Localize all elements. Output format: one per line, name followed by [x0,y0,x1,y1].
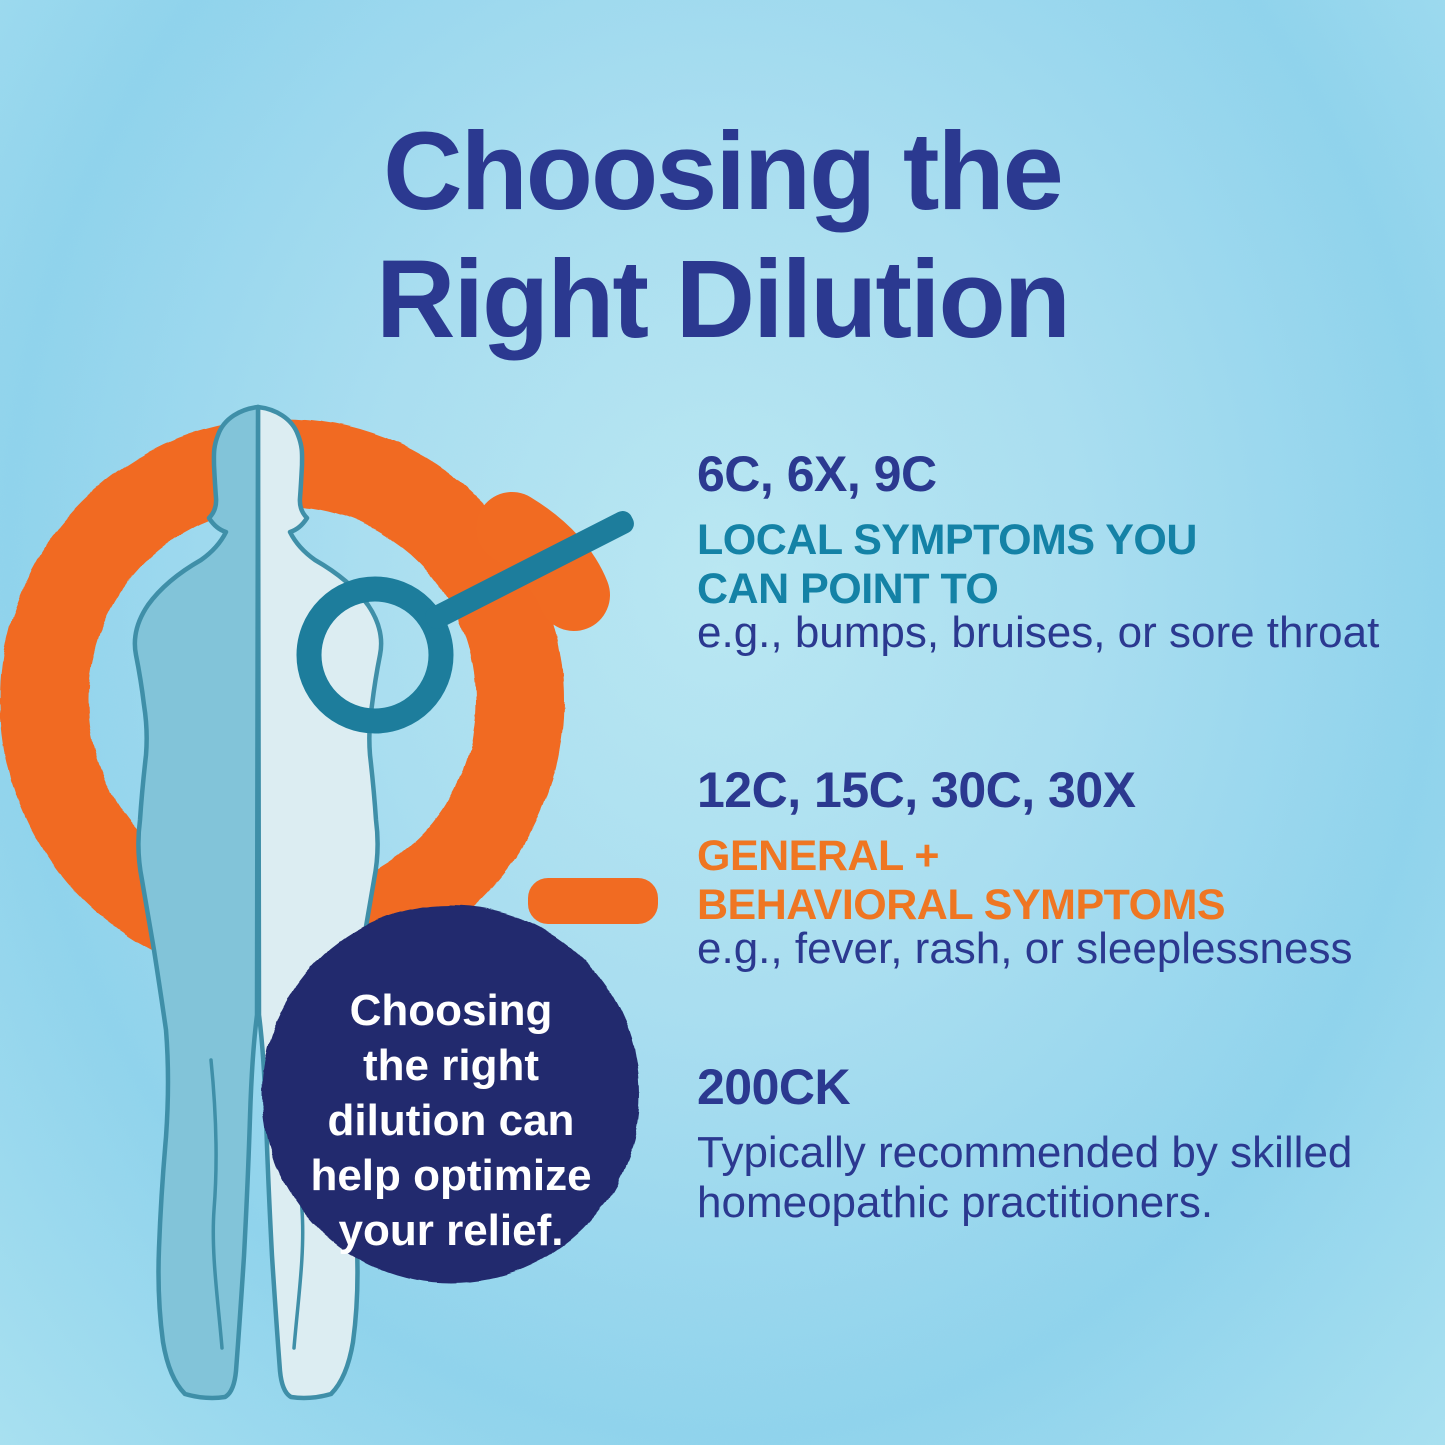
svg-text:your relief.: your relief. [339,1206,564,1255]
svg-text:Choosing: Choosing [350,986,553,1035]
svg-text:dilution can: dilution can [328,1096,575,1145]
svg-text:the right: the right [363,1041,539,1090]
svg-text:help optimize: help optimize [310,1151,591,1200]
